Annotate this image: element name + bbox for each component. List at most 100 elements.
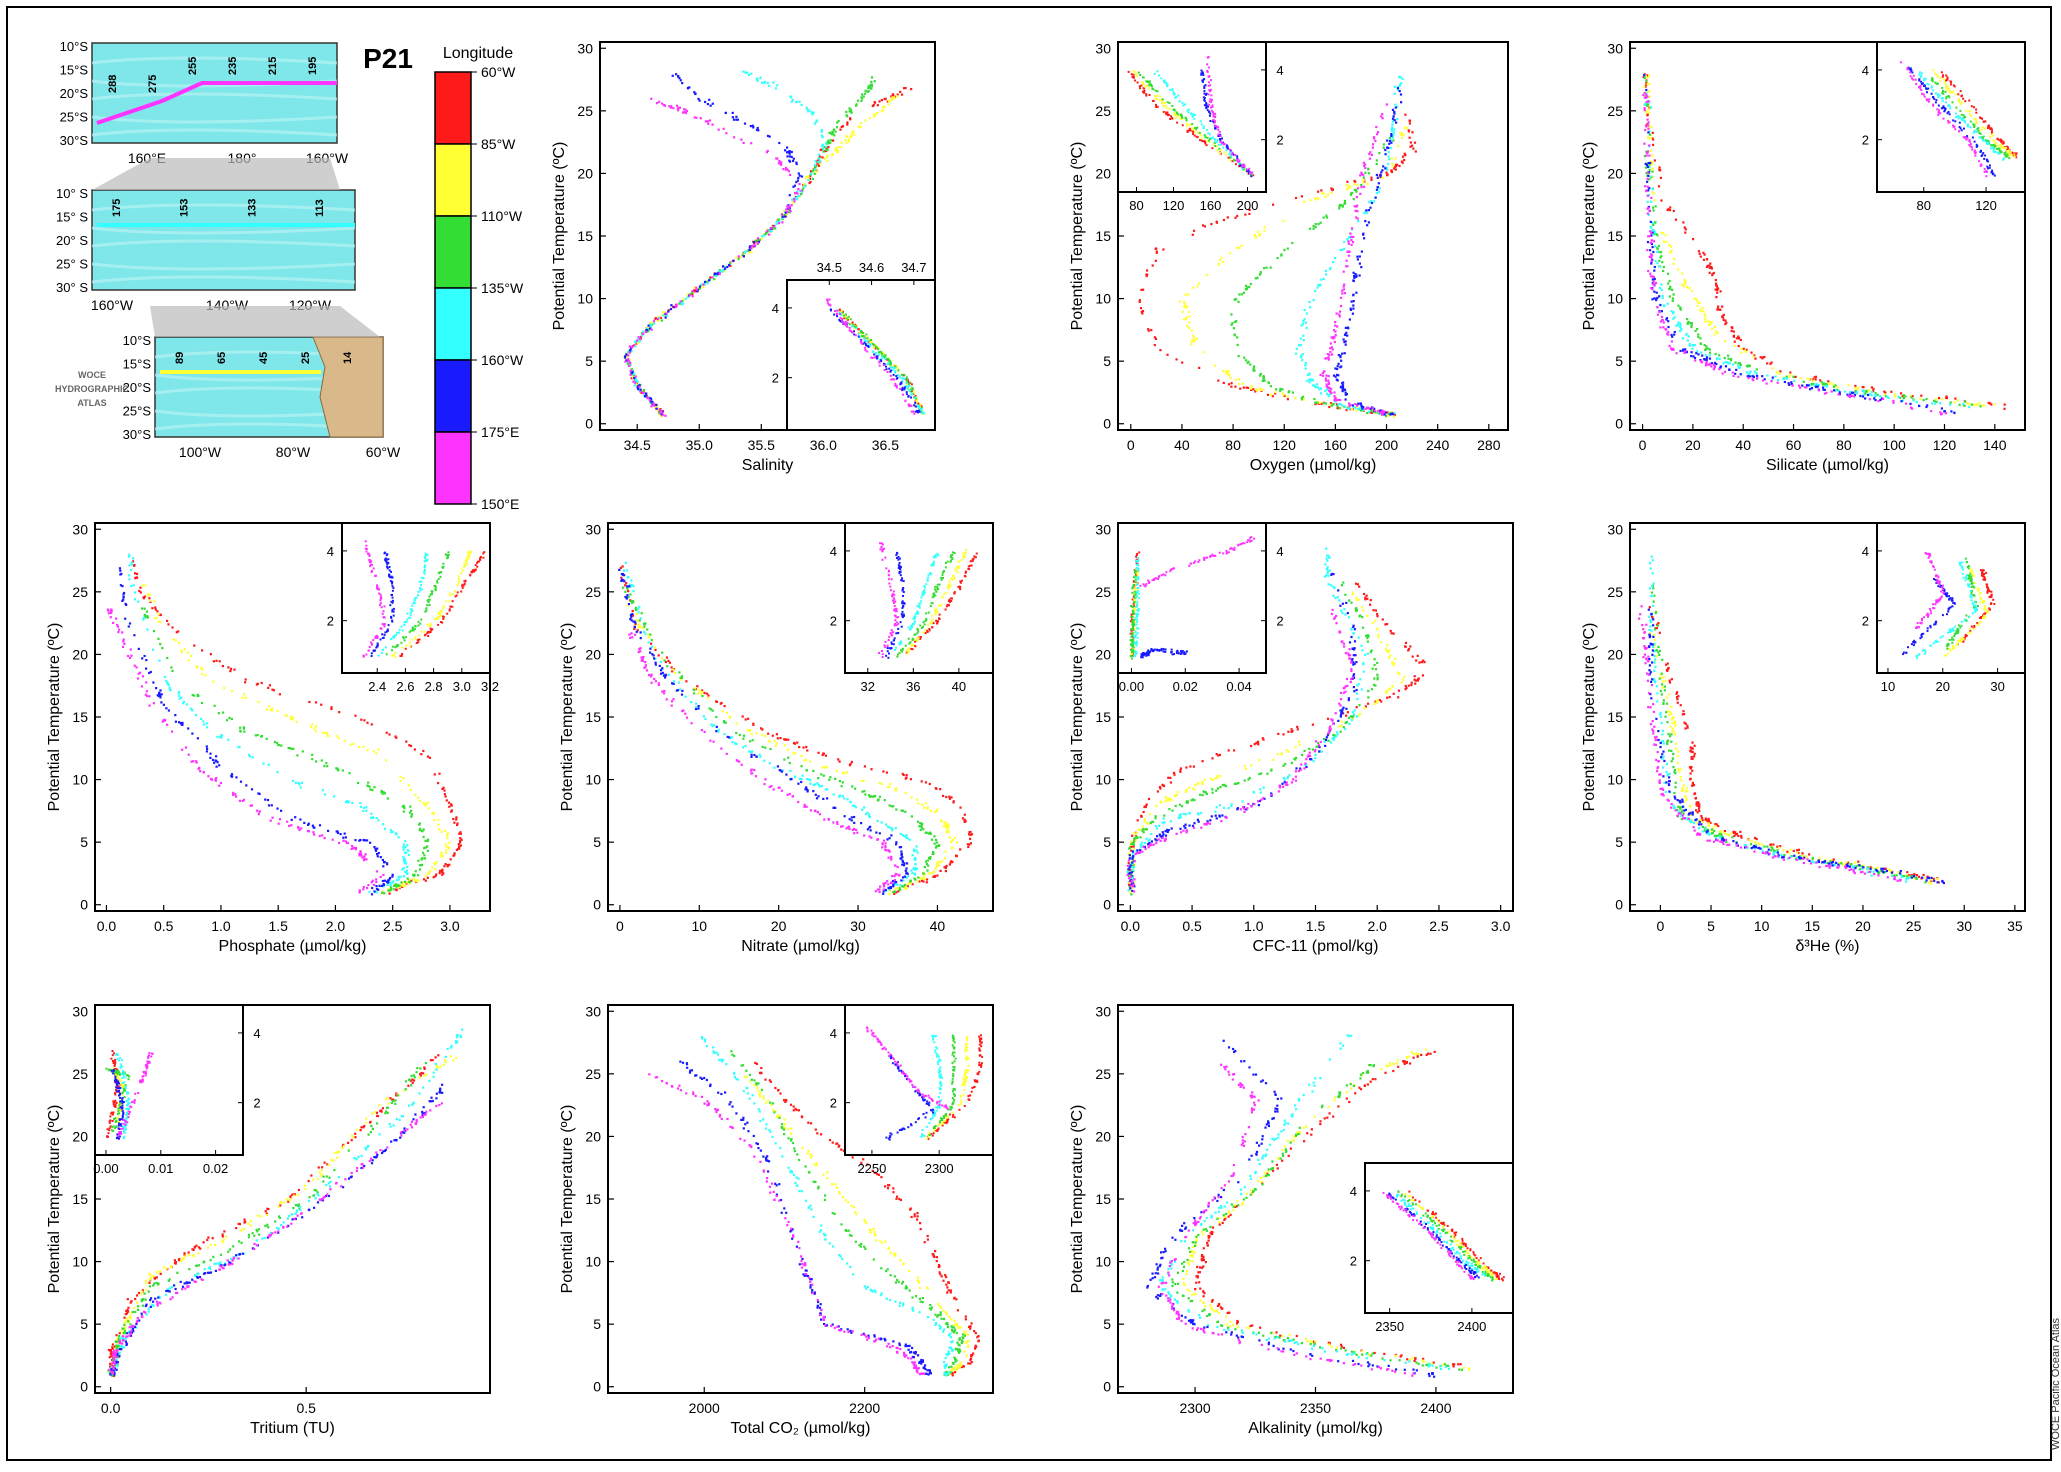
data-point bbox=[675, 73, 678, 76]
data-point bbox=[633, 372, 636, 375]
data-point bbox=[649, 325, 652, 328]
data-point bbox=[199, 770, 202, 773]
data-point bbox=[1645, 92, 1648, 95]
data-point bbox=[868, 117, 871, 120]
data-point bbox=[1325, 388, 1328, 391]
data-point bbox=[128, 564, 131, 567]
data-point bbox=[628, 362, 632, 365]
data-point bbox=[1380, 115, 1383, 118]
data-point bbox=[143, 654, 146, 658]
inset-point bbox=[920, 406, 923, 409]
data-point bbox=[790, 100, 793, 103]
inset-point bbox=[1219, 152, 1221, 155]
data-point bbox=[872, 103, 875, 107]
data-point bbox=[139, 591, 142, 594]
data-point bbox=[159, 621, 162, 624]
inset-point bbox=[875, 345, 878, 348]
inset-point bbox=[465, 561, 468, 564]
inset-point bbox=[1205, 92, 1208, 95]
data-point bbox=[146, 616, 149, 619]
data-point bbox=[783, 214, 786, 217]
data-point bbox=[630, 350, 633, 353]
inset-point bbox=[1942, 92, 1945, 95]
data-point bbox=[1299, 337, 1302, 340]
data-point bbox=[1236, 343, 1239, 346]
data-point bbox=[1139, 307, 1143, 310]
data-point bbox=[424, 804, 427, 807]
data-point bbox=[166, 723, 169, 726]
inset-point bbox=[899, 376, 902, 379]
data-point bbox=[358, 745, 361, 749]
data-point bbox=[1648, 133, 1651, 136]
data-point bbox=[242, 726, 245, 729]
data-point bbox=[1334, 321, 1337, 324]
data-point bbox=[1693, 344, 1696, 347]
data-point bbox=[445, 851, 448, 855]
data-point bbox=[634, 377, 637, 381]
data-point bbox=[1324, 357, 1327, 360]
data-point bbox=[1314, 226, 1317, 229]
data-point bbox=[1721, 305, 1724, 308]
data-point bbox=[1414, 150, 1417, 153]
data-point bbox=[167, 709, 170, 712]
data-point bbox=[159, 694, 162, 697]
data-point bbox=[1291, 391, 1295, 394]
data-point bbox=[705, 280, 709, 283]
data-point bbox=[1245, 288, 1248, 291]
data-point bbox=[715, 275, 718, 278]
inset-point bbox=[1988, 126, 1991, 129]
data-point bbox=[244, 678, 247, 681]
data-point bbox=[1887, 396, 1890, 399]
data-point bbox=[778, 141, 781, 145]
data-point bbox=[846, 123, 849, 126]
data-point bbox=[1660, 288, 1663, 291]
data-point bbox=[1392, 133, 1395, 136]
data-point bbox=[206, 747, 209, 750]
data-point bbox=[1648, 144, 1651, 147]
inset-point bbox=[1204, 84, 1207, 87]
inset-point bbox=[1188, 129, 1191, 132]
data-point bbox=[1349, 408, 1352, 411]
data-point bbox=[258, 792, 261, 795]
data-point bbox=[1894, 395, 1897, 398]
data-point bbox=[1874, 399, 1877, 402]
inset-point bbox=[1945, 79, 1947, 82]
data-point bbox=[1308, 378, 1311, 381]
inset-point bbox=[839, 316, 842, 319]
inset-point bbox=[1991, 169, 1994, 172]
inset-point bbox=[1181, 102, 1184, 104]
inset-point bbox=[1926, 91, 1928, 94]
data-point bbox=[381, 884, 384, 887]
inset-point bbox=[1946, 88, 1949, 91]
inset-point bbox=[1217, 133, 1220, 136]
inset-point bbox=[1952, 84, 1955, 87]
data-point bbox=[1400, 133, 1403, 136]
data-point bbox=[1808, 378, 1811, 381]
inset-point bbox=[427, 630, 430, 633]
inset-point bbox=[1998, 139, 2001, 142]
inset-points bbox=[1127, 55, 1255, 178]
data-point bbox=[1652, 138, 1655, 141]
data-point bbox=[750, 72, 753, 75]
data-point bbox=[763, 81, 766, 84]
data-point bbox=[788, 150, 791, 153]
data-point bbox=[1225, 372, 1228, 375]
data-point bbox=[1379, 174, 1382, 177]
inset-point bbox=[874, 347, 877, 350]
inset-point bbox=[1927, 100, 1930, 103]
inset-point bbox=[910, 383, 913, 386]
inset-point bbox=[1935, 99, 1938, 102]
data-point bbox=[209, 752, 212, 755]
inset-point bbox=[1225, 149, 1228, 152]
data-point bbox=[1249, 282, 1252, 286]
data-point bbox=[1349, 186, 1352, 189]
data-point bbox=[1714, 278, 1717, 282]
data-point bbox=[202, 720, 205, 723]
data-point bbox=[375, 880, 378, 884]
data-point bbox=[160, 701, 163, 704]
data-point bbox=[1833, 383, 1836, 386]
data-point bbox=[450, 809, 454, 812]
inset-point bbox=[442, 617, 445, 620]
inset-point bbox=[1947, 88, 1950, 91]
data-point bbox=[1363, 164, 1366, 167]
